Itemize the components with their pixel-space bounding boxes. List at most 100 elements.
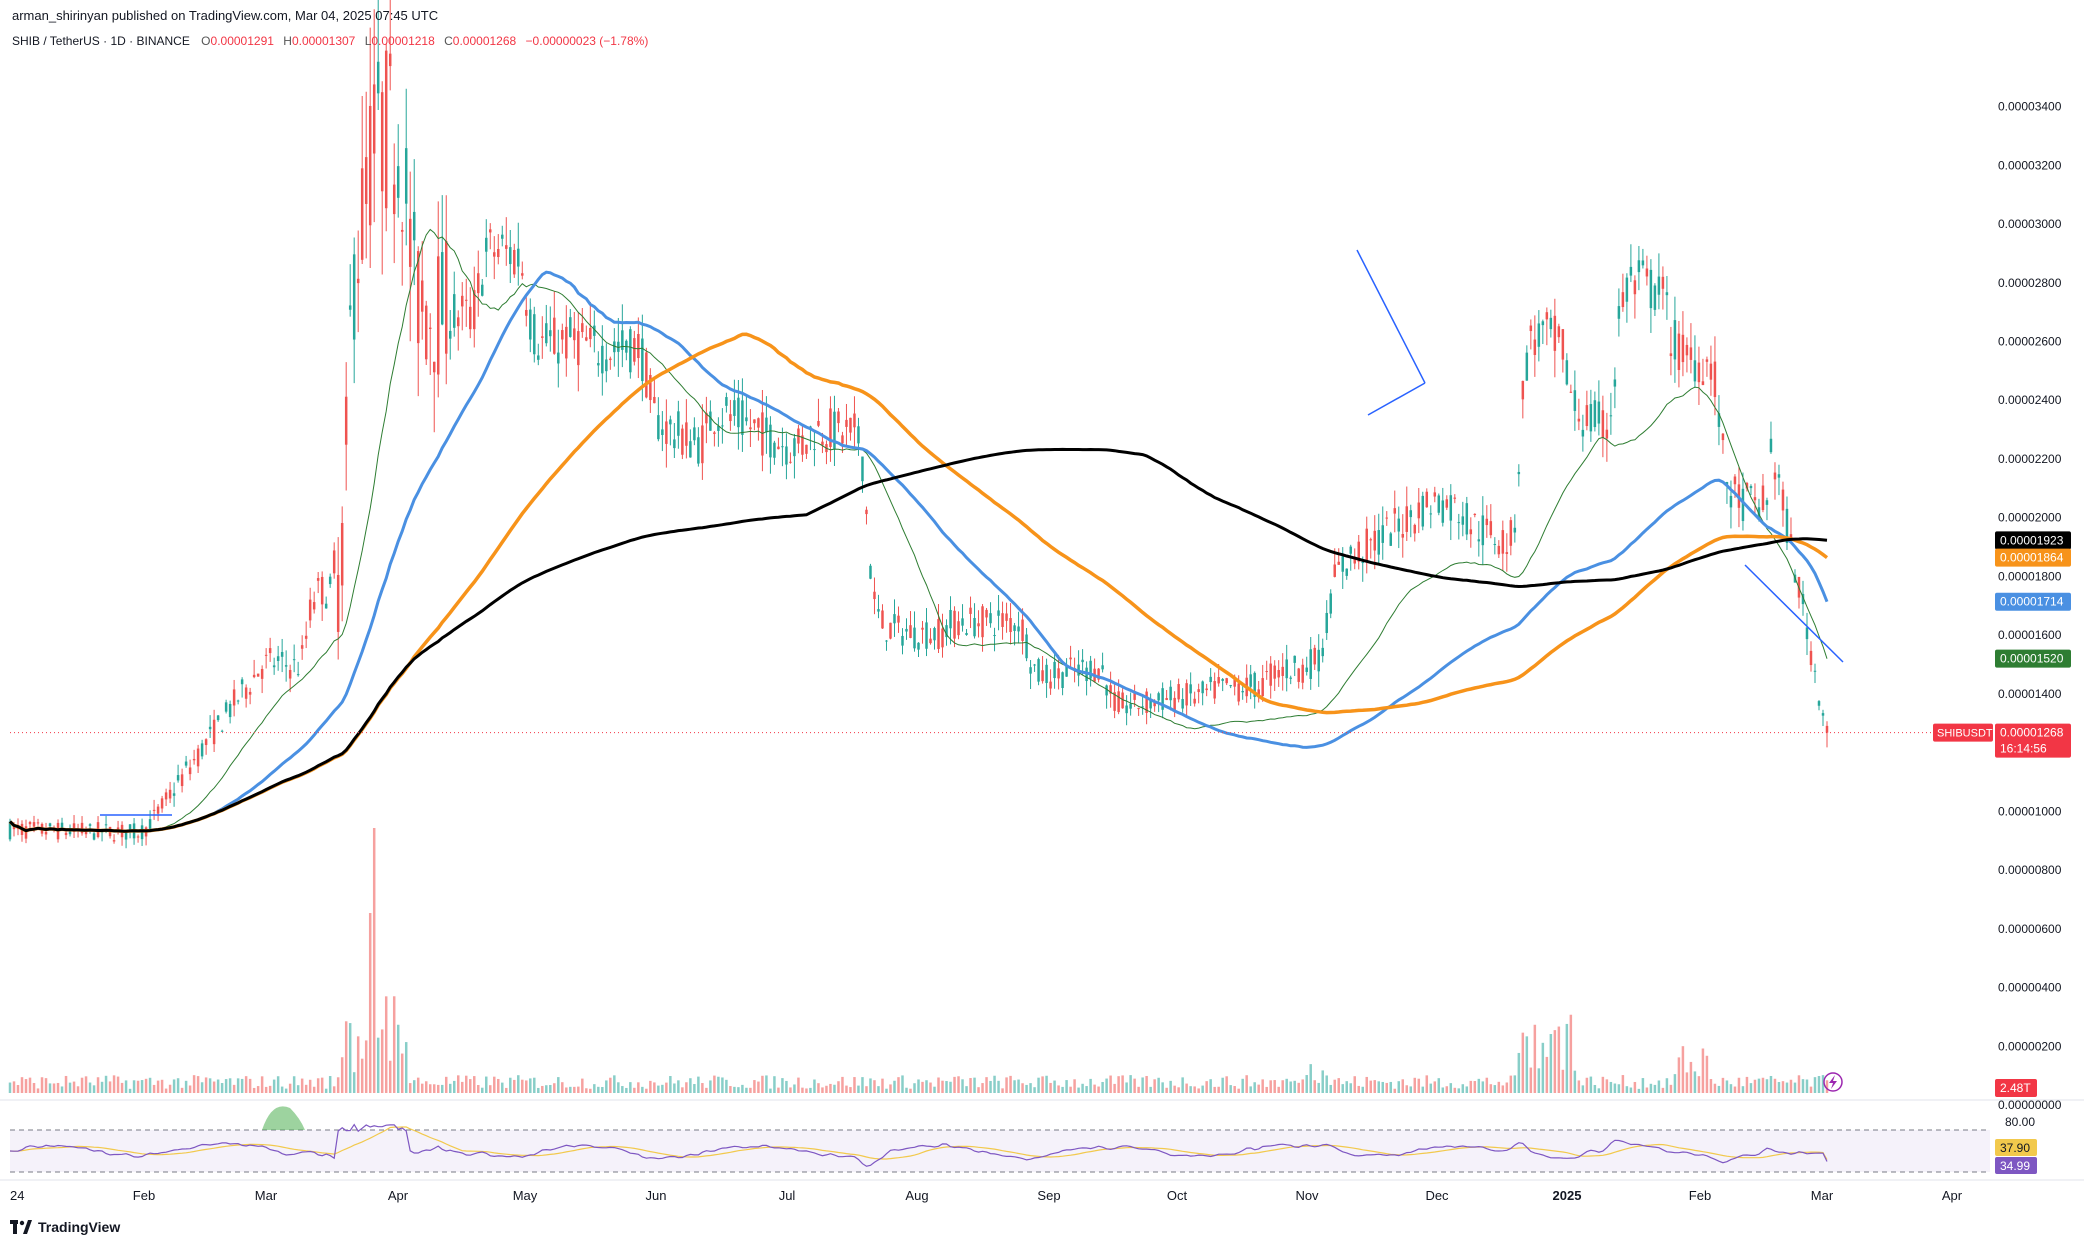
volume-bar (969, 1078, 972, 1093)
volume-bar (1505, 1082, 1509, 1093)
candle-body (1449, 495, 1453, 521)
volume-bar (144, 1078, 148, 1093)
symbol-price-badge[interactable]: SHIBUSDT 0.00001268 16:14:56 (1933, 723, 2071, 758)
volume-bar (312, 1086, 316, 1093)
candle-body (577, 331, 580, 366)
volume-bar (316, 1078, 320, 1093)
volume-bar (104, 1075, 108, 1093)
candle-body (757, 418, 760, 428)
candle-body (1261, 678, 1264, 697)
candle-body (328, 576, 332, 585)
candle-body (60, 822, 64, 828)
symbol-text[interactable]: SHIB / TetherUS · 1D · BINANCE (12, 34, 190, 48)
volume-bar (1185, 1083, 1188, 1093)
volume-bar (537, 1087, 540, 1093)
candle-body (1145, 691, 1148, 713)
candle-body (340, 523, 344, 586)
volume-bar (440, 1084, 444, 1093)
tradingview-logo[interactable]: TradingView (10, 1219, 120, 1235)
volume-bar (1301, 1079, 1304, 1093)
volume-bar (997, 1080, 1000, 1093)
candle-body (1365, 528, 1368, 563)
candle-body (1765, 500, 1769, 505)
volume-bar (400, 1053, 404, 1093)
volume-bar (252, 1087, 256, 1093)
volume-bar (701, 1083, 704, 1093)
volume-badge: 2.48T (1995, 1079, 2037, 1097)
publisher-text: arman_shirinyan published on TradingView… (12, 8, 439, 23)
trendline[interactable] (1744, 564, 1844, 663)
candle-body (673, 439, 676, 449)
candle-body (501, 234, 504, 239)
lightning-icon[interactable] (1823, 1072, 1843, 1092)
symbol-header: SHIB / TetherUS · 1D · BINANCE O0.000012… (12, 34, 648, 48)
volume-bar (1193, 1086, 1196, 1093)
volume-bar (1069, 1086, 1072, 1093)
volume-bar (1417, 1078, 1421, 1093)
volume-bar (368, 913, 372, 1093)
trendline[interactable] (1367, 382, 1426, 416)
candle-body (136, 836, 140, 838)
volume-bar (332, 1086, 336, 1093)
volume-bar (1581, 1085, 1585, 1093)
candle-body (1785, 508, 1789, 544)
ma-badge-text: 0.00001520 (2000, 652, 2064, 666)
candle-body (1009, 618, 1012, 633)
candle-body (1813, 670, 1817, 672)
candle-body (693, 427, 696, 441)
candle-body (1425, 491, 1429, 508)
candle-body (128, 824, 132, 830)
volume-bar (885, 1088, 888, 1093)
volume-bar (1597, 1088, 1601, 1093)
volume-bar (1477, 1078, 1481, 1093)
volume-bar (849, 1087, 852, 1093)
volume-bar (1689, 1061, 1693, 1093)
candle-body (1713, 361, 1717, 398)
candle-body (1729, 495, 1733, 508)
volume-bar (1033, 1087, 1036, 1093)
candle-body (436, 256, 440, 375)
volume-bar (909, 1088, 912, 1093)
volume-bar (120, 1082, 124, 1093)
volume-bar (1649, 1083, 1653, 1093)
candle-body (1801, 593, 1805, 605)
candle-body (400, 229, 404, 232)
candle-body (280, 651, 284, 657)
candle-body (1657, 276, 1661, 295)
candle-body (8, 821, 12, 840)
volume-bar (913, 1083, 916, 1093)
candle-body (1533, 339, 1537, 355)
candle-body (1357, 541, 1360, 562)
candle-body (769, 424, 772, 458)
candle-body (164, 792, 168, 800)
volume-bar (44, 1078, 48, 1093)
volume-bar (196, 1076, 200, 1093)
volume-bar (717, 1076, 720, 1093)
candle-body (316, 578, 320, 581)
volume-bar (1385, 1082, 1389, 1093)
time-axis-label: Nov (1295, 1188, 1319, 1203)
candle-body (1013, 625, 1016, 631)
candle-body (1201, 681, 1204, 694)
volume-bar (749, 1087, 752, 1093)
candle-body (601, 345, 604, 374)
candle-body (1521, 380, 1525, 400)
candle-body (264, 654, 268, 656)
volume-bar (1321, 1070, 1324, 1093)
volume-bar (1481, 1081, 1485, 1093)
trendline[interactable] (1356, 249, 1426, 384)
candle-body (645, 352, 648, 398)
candle-body (292, 659, 296, 661)
volume-bar (1669, 1084, 1673, 1093)
candle-body (789, 461, 792, 463)
volume-bar (825, 1085, 828, 1093)
volume-bar (164, 1088, 168, 1093)
volume-bar (1057, 1085, 1060, 1093)
candle-body (1781, 489, 1785, 511)
candle-body (396, 166, 400, 198)
ma-value-badge: 0.00001714 (1995, 592, 2071, 611)
volume-bar (160, 1079, 164, 1093)
candle-body (64, 832, 68, 836)
volume-bar (1189, 1086, 1192, 1093)
